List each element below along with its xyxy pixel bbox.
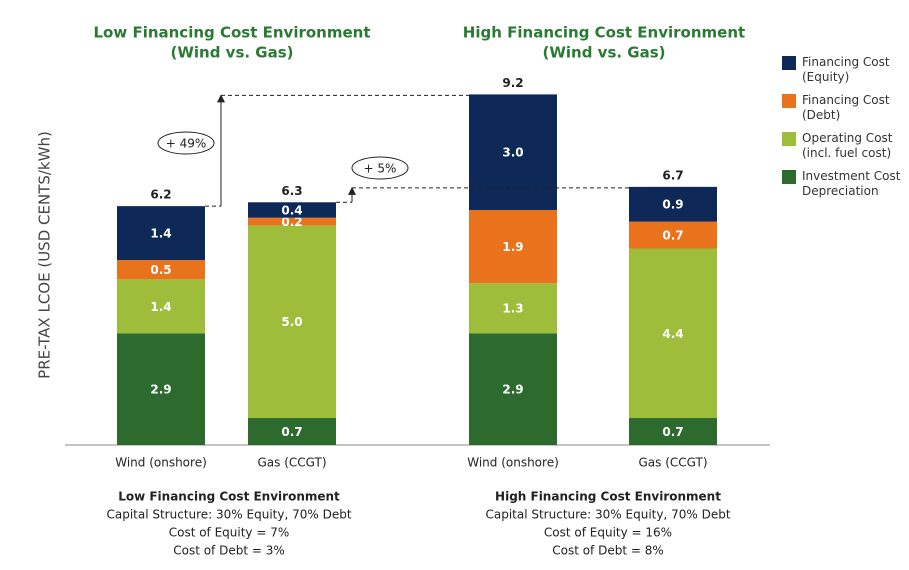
data-label: 2.9: [150, 383, 171, 397]
bar-segment: [469, 333, 557, 445]
legend-label: Financing Cost (Debt): [802, 93, 890, 122]
x-tick-label: Gas (CCGT): [638, 456, 707, 470]
x-tick-label: Wind (onshore): [115, 456, 207, 470]
legend-item: Financing Cost (Debt): [782, 93, 907, 123]
data-label: 0.5: [150, 263, 171, 277]
x-tick-label: Gas (CCGT): [257, 456, 326, 470]
data-label: 1.4: [150, 227, 171, 241]
legend-item: Investment Cost Depreciation: [782, 169, 907, 199]
legend-item: Financing Cost (Equity): [782, 55, 907, 85]
footnote: High Financing Cost Environment: [495, 490, 721, 504]
data-label: 1.4: [150, 300, 171, 314]
legend-label: Investment Cost Depreciation: [802, 169, 901, 198]
total-label: 6.2: [150, 188, 171, 202]
bar-segment: [117, 260, 205, 280]
bar-segment: [248, 202, 336, 218]
data-label: 5.0: [281, 315, 302, 329]
legend-swatch: [782, 132, 796, 146]
data-label: 1.3: [502, 302, 523, 316]
legend: Financing Cost (Equity) Financing Cost (D…: [782, 55, 907, 207]
footnote: Cost of Debt = 3%: [173, 544, 285, 558]
data-label: 0.7: [281, 425, 302, 439]
chart-title: Low Financing Cost Environment: [94, 24, 371, 42]
chart-title: (Wind vs. Gas): [170, 44, 293, 62]
legend-swatch: [782, 94, 796, 108]
footnote: Low Financing Cost Environment: [118, 490, 340, 504]
footnote: Cost of Equity = 16%: [544, 526, 672, 540]
legend-label: Financing Cost (Equity): [802, 55, 890, 84]
total-label: 6.3: [281, 184, 302, 198]
data-label: 1.9: [502, 240, 523, 254]
y-axis-label: PRE-TAX LCOE (USD CENTS/kWh): [36, 131, 54, 379]
bar-segment: [469, 283, 557, 334]
bar-segment: [469, 209, 557, 284]
footnote: Capital Structure: 30% Equity, 70% Debt: [106, 508, 351, 522]
bar-segment: [248, 217, 336, 226]
total-label: 9.2: [502, 76, 523, 90]
bar-segment: [629, 418, 717, 445]
bar-segment: [629, 186, 717, 222]
total-label: 6.7: [662, 168, 683, 182]
annotation: + 49%: [166, 137, 207, 151]
bar-segment: [117, 206, 205, 261]
bar-segment: [629, 221, 717, 249]
data-label: 0.9: [662, 198, 683, 212]
data-label: 2.9: [502, 383, 523, 397]
footnote: Cost of Equity = 7%: [169, 526, 290, 540]
legend-swatch: [782, 56, 796, 70]
footnote: Capital Structure: 30% Equity, 70% Debt: [485, 508, 730, 522]
data-label: 0.7: [662, 229, 683, 243]
x-tick-label: Wind (onshore): [467, 456, 559, 470]
data-label: 0.2: [281, 215, 302, 229]
annotation-oval: [351, 156, 409, 180]
annotation: + 5%: [364, 162, 397, 176]
bar-segment: [248, 225, 336, 419]
bar-segment: [469, 94, 557, 210]
footnote: Cost of Debt = 8%: [552, 544, 664, 558]
data-label: 0.7: [662, 425, 683, 439]
annotation-oval: [157, 131, 215, 155]
legend-label: Operating Cost (incl. fuel cost): [802, 131, 893, 160]
legend-item: Operating Cost (incl. fuel cost): [782, 131, 907, 161]
data-label: 3.0: [502, 146, 523, 160]
data-label: 4.4: [662, 327, 683, 341]
chart-title: (Wind vs. Gas): [542, 44, 665, 62]
bar-segment: [117, 279, 205, 334]
data-label: 0.4: [281, 203, 302, 217]
bar-segment: [117, 333, 205, 445]
bar-segment: [629, 248, 717, 419]
bar-segment: [248, 418, 336, 445]
chart-title: High Financing Cost Environment: [463, 24, 745, 42]
legend-swatch: [782, 170, 796, 184]
